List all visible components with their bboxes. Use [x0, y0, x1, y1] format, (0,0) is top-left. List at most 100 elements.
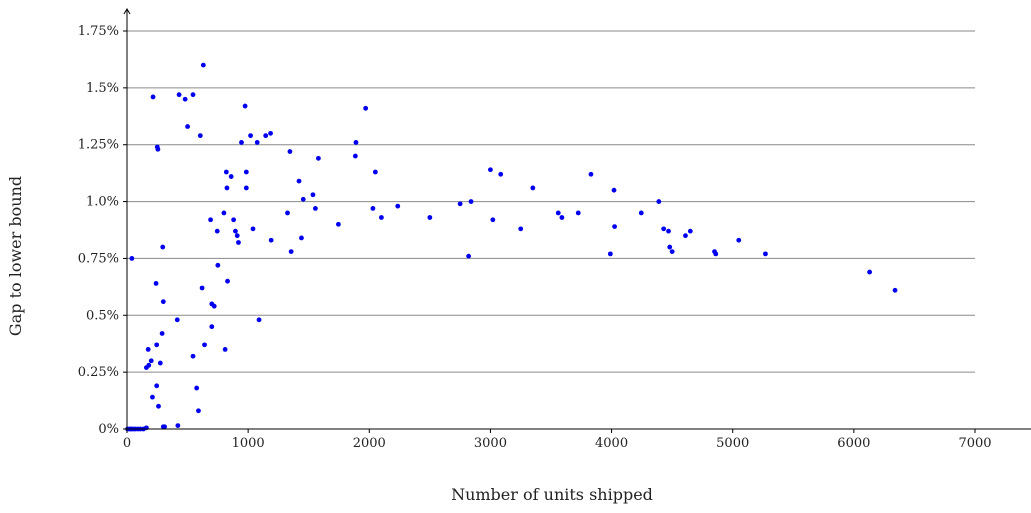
x-tick-label: 5000: [716, 436, 749, 451]
y-tick-label: 0.5%: [86, 308, 119, 323]
data-point: [379, 215, 384, 220]
data-point: [196, 408, 201, 414]
x-axis-title: Number of units shipped: [451, 485, 653, 504]
data-point: [296, 178, 302, 184]
x-tick-label: 1000: [232, 436, 265, 451]
data-point: [300, 196, 306, 202]
data-point: [236, 240, 241, 245]
x-tick-label: 7000: [958, 436, 991, 451]
data-point: [285, 210, 290, 216]
data-point: [498, 171, 504, 177]
data-point: [150, 94, 156, 100]
data-point: [185, 124, 190, 129]
x-tick-label: 6000: [837, 436, 870, 451]
data-point: [145, 347, 151, 352]
data-point: [268, 237, 274, 243]
data-point: [661, 226, 667, 232]
data-point: [256, 317, 262, 323]
data-point: [243, 185, 249, 191]
data-point: [352, 153, 358, 159]
data-point: [153, 281, 159, 286]
data-point: [335, 221, 341, 227]
axes: [123, 8, 1031, 433]
data-point: [143, 425, 149, 431]
data-point: [239, 140, 244, 145]
data-point: [233, 228, 238, 234]
data-point: [555, 210, 561, 216]
data-point: [224, 185, 230, 191]
tick-labels: 0% 0.25% 0.5% 0.75% 1.0% 1.25% 1.5% 1.75% 0 1000 2…: [78, 24, 992, 451]
data-point: [656, 199, 662, 204]
y-axis-arrowhead: [123, 8, 131, 15]
data-point: [174, 317, 180, 323]
data-point: [194, 385, 200, 391]
y-tick-label: 0.75%: [78, 251, 119, 266]
data-point: [638, 210, 644, 216]
data-point: [488, 167, 493, 173]
data-point: [176, 92, 182, 98]
data-point: [518, 226, 524, 232]
data-point: [310, 192, 316, 198]
data-point: [160, 299, 166, 305]
data-point: [228, 174, 234, 179]
data-point: [231, 217, 237, 223]
data-point: [221, 210, 227, 216]
data-point: [154, 383, 160, 389]
data-point: [559, 215, 565, 220]
data-point: [154, 342, 160, 348]
data-point: [190, 353, 196, 359]
data-point: [892, 287, 898, 293]
data-point: [225, 278, 230, 284]
data-point: [199, 285, 205, 291]
gridlines: [127, 30, 975, 373]
data-point: [611, 187, 617, 193]
data-point: [175, 423, 181, 428]
data-point: [242, 103, 248, 109]
data-point: [268, 130, 273, 136]
data-point: [248, 133, 253, 139]
data-point: [215, 262, 221, 268]
data-point: [234, 233, 240, 239]
data-point: [575, 210, 581, 216]
data-point: [736, 237, 742, 243]
data-point: [197, 133, 203, 139]
data-point: [353, 140, 359, 145]
data-point: [254, 140, 260, 145]
data-point: [157, 360, 163, 366]
y-tick-label: 1.5%: [86, 81, 119, 96]
data-point: [687, 228, 693, 234]
data-point: [612, 224, 617, 229]
x-tick-label: 4000: [595, 436, 628, 451]
data-point: [190, 92, 196, 98]
data-point: [155, 146, 161, 152]
data-point: [669, 249, 675, 255]
data-point: [370, 205, 376, 211]
data-point: [490, 217, 496, 223]
data-point: [162, 424, 167, 430]
data-point: [288, 249, 294, 255]
data-point: [250, 226, 256, 232]
data-point: [468, 199, 474, 204]
data-point: [148, 358, 154, 364]
data-point: [530, 185, 536, 191]
data-point: [867, 269, 873, 275]
data-point: [263, 133, 269, 139]
data-point: [363, 105, 369, 111]
data-point: [466, 253, 472, 259]
data-point: [202, 342, 207, 348]
data-point: [146, 362, 152, 368]
data-point: [223, 169, 229, 175]
y-tick-label: 1.25%: [78, 138, 119, 153]
data-point: [607, 251, 613, 257]
data-point: [211, 303, 217, 309]
data-point: [683, 233, 688, 239]
data-point: [457, 201, 463, 207]
data-points: [125, 62, 898, 432]
data-point: [222, 347, 228, 352]
data-point: [299, 235, 304, 241]
data-point: [156, 403, 161, 409]
data-point: [129, 256, 135, 261]
data-point: [160, 244, 166, 250]
data-point: [214, 228, 220, 234]
